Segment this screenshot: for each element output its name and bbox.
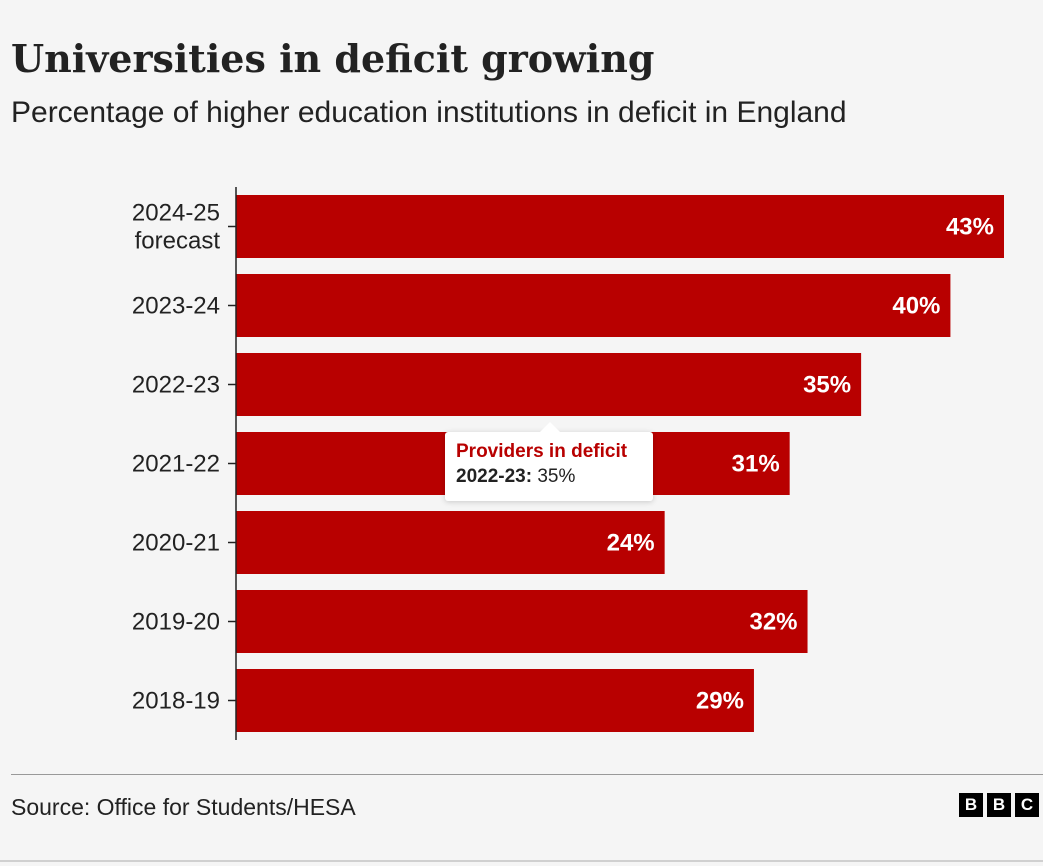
bar[interactable] [236, 511, 665, 574]
bar[interactable] [236, 353, 862, 416]
bar[interactable] [236, 274, 951, 337]
bar-value-label: 40% [892, 293, 940, 320]
category-tick-label: 2024-25 forecast [132, 200, 220, 255]
chart-subtitle: Percentage of higher education instituti… [11, 96, 847, 129]
bbc-logo-block: C [1015, 793, 1039, 817]
bar[interactable] [236, 590, 808, 653]
source-note: Source: Office for Students/HESA [11, 794, 356, 820]
bbc-logo: B B C [959, 793, 1039, 817]
category-tick-label: 2019-20 [132, 609, 220, 636]
bar-value-label: 35% [803, 372, 851, 399]
tooltip-value-line: 2022-23: 35% [456, 466, 642, 488]
category-tick-label: 2021-22 [132, 451, 220, 478]
bar-value-label: 29% [696, 688, 744, 715]
bar-chart: 43% 2024-25 forecast 40% 2023-24 35% 2022-23 31… [132, 187, 1004, 740]
tooltip-category: 2022-23: [456, 466, 533, 487]
chart-title: Universities in deficit growing [11, 36, 655, 81]
bar-value-label: 43% [946, 214, 994, 241]
tooltip-value: 35% [537, 466, 576, 487]
category-tick-label: 2018-19 [132, 688, 220, 715]
chart-tooltip: Providers in deficit 2022-23: 35% [445, 422, 653, 501]
category-tick-label: 2020-21 [132, 530, 220, 557]
bar-value-label: 32% [749, 609, 797, 636]
bar[interactable] [236, 195, 1004, 258]
bar-value-label: 31% [732, 451, 780, 478]
bbc-logo-block: B [987, 793, 1011, 817]
category-tick-label: 2023-24 [132, 293, 220, 320]
bbc-logo-block: B [959, 793, 983, 817]
tooltip-series-name: Providers in deficit [456, 441, 628, 462]
footer-divider [11, 774, 1043, 775]
category-tick-label: 2022-23 [132, 372, 220, 399]
bar-value-label: 24% [607, 530, 655, 557]
bottom-divider [0, 860, 1043, 862]
tooltip-arrow [540, 422, 560, 432]
bar[interactable] [236, 669, 754, 732]
